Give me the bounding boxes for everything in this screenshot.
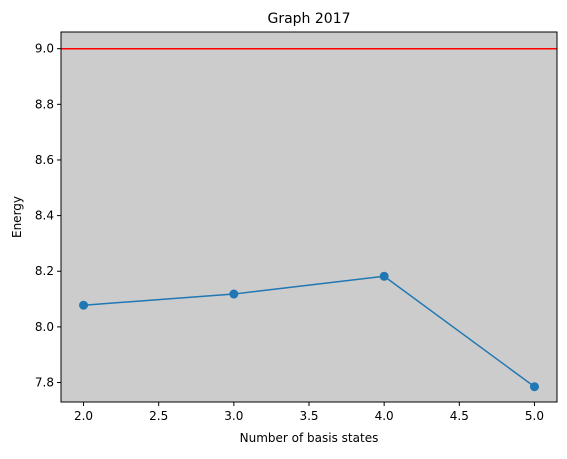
- x-tick-label: 4.5: [450, 409, 469, 423]
- y-tick-label: 9.0: [35, 42, 54, 56]
- series-layer: [79, 271, 539, 392]
- plot-area: [61, 32, 557, 402]
- chart-title: Graph 2017: [267, 11, 350, 27]
- x-axis: 2.0 2.5 3.0 3.5 4.0 4.5 5.0: [74, 402, 544, 423]
- y-axis-label: Energy: [10, 196, 24, 238]
- x-tick-label: 2.0: [74, 409, 93, 423]
- y-tick-label: 8.4: [35, 209, 54, 223]
- y-tick-label: 8.6: [35, 153, 54, 167]
- x-axis-label: Number of basis states: [240, 431, 379, 445]
- series-line-0: [83, 275, 535, 388]
- data-point: [79, 300, 89, 310]
- x-tick-label: 3.0: [224, 409, 243, 423]
- data-point: [529, 382, 539, 392]
- y-axis: 7.8 8.0 8.2 8.4 8.6 8.8 9.0: [35, 42, 61, 390]
- y-tick-label: 7.8: [35, 376, 54, 390]
- x-tick-label: 2.5: [149, 409, 168, 423]
- x-tick-label: 5.0: [525, 409, 544, 423]
- data-point: [379, 271, 389, 281]
- x-tick-label: 4.0: [375, 409, 394, 423]
- y-tick-label: 8.8: [35, 97, 54, 111]
- y-tick-label: 8.0: [35, 320, 54, 334]
- y-tick-label: 8.2: [35, 264, 54, 278]
- data-point: [229, 289, 239, 299]
- x-tick-label: 3.5: [299, 409, 318, 423]
